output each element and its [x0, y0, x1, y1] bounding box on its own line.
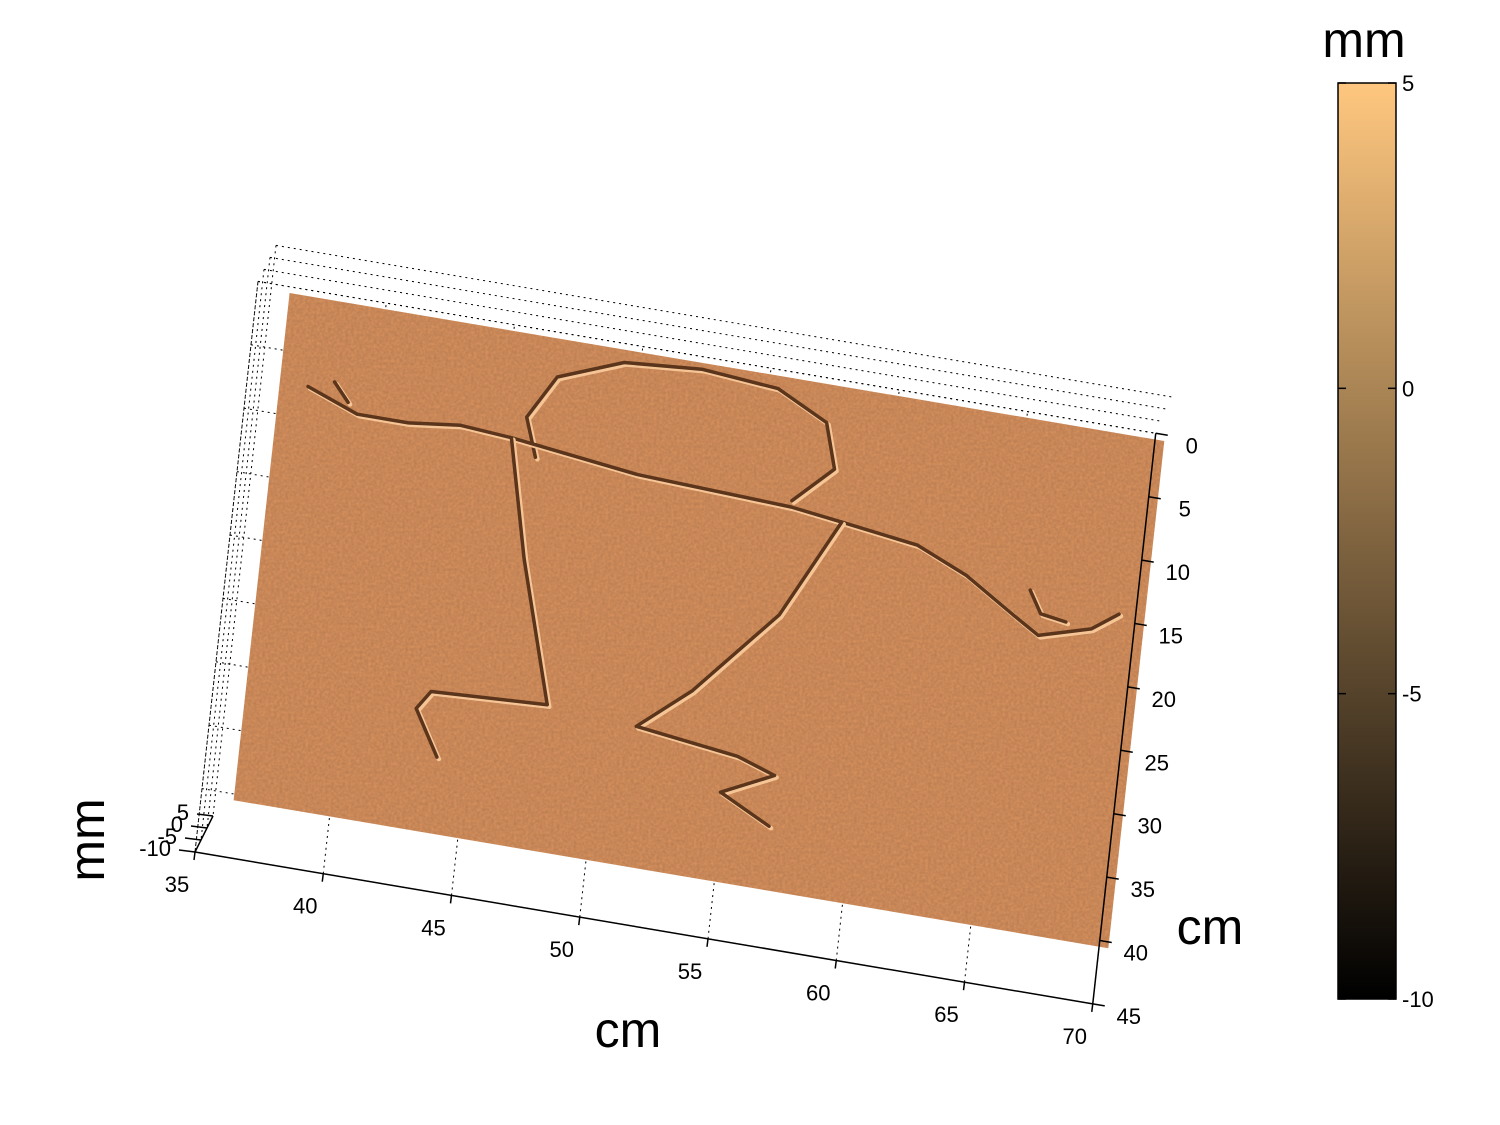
- groove: [306, 384, 1121, 638]
- z-tick: [178, 849, 196, 853]
- colorbar: 5 0 -5 -10 mm: [1322, 12, 1433, 1012]
- colorbar-label: mm: [1322, 12, 1405, 68]
- z-tick: [184, 837, 202, 841]
- groove: [332, 380, 350, 405]
- y-tick: [1127, 686, 1140, 690]
- z-tick: [190, 825, 208, 829]
- grid-line-z-back: [269, 256, 1168, 410]
- x-tick: [321, 873, 324, 882]
- y-tick-label: 25: [1145, 750, 1169, 775]
- grid-line-z-back: [257, 280, 1156, 434]
- y-tick: [1092, 1003, 1105, 1007]
- groove: [414, 689, 549, 759]
- colorbar-ticks: 5 0 -5 -10: [1338, 71, 1434, 1012]
- y-tick: [1148, 495, 1161, 500]
- y-tick: [1113, 812, 1126, 817]
- y-tick-label: 5: [1179, 497, 1191, 522]
- colorbar-tick-label: 5: [1402, 71, 1414, 96]
- engraved-figure: [306, 360, 1124, 831]
- groove: [509, 435, 549, 707]
- x-tick: [578, 917, 581, 926]
- x-tick: [962, 982, 966, 991]
- x-tick-label: 70: [1063, 1024, 1087, 1049]
- y-axis-line: [1092, 433, 1157, 1004]
- y-tick: [1099, 939, 1112, 944]
- axes: 3540455055606570051015202530354045-10-50…: [139, 432, 1198, 1049]
- z-axis-line: [194, 815, 214, 853]
- y-tick-label: 35: [1131, 877, 1155, 902]
- y-axis-label: cm: [1177, 899, 1244, 955]
- y-tick: [1141, 559, 1154, 563]
- z-tick-label: -5: [157, 824, 177, 849]
- groove: [524, 360, 837, 503]
- x-tick: [1091, 1003, 1094, 1012]
- x-axis-line: [194, 851, 1093, 1005]
- x-tick: [449, 895, 453, 904]
- colorbar-tick-label: 0: [1402, 376, 1414, 401]
- x-tick-label: 60: [806, 981, 830, 1006]
- y-tick-label: 20: [1152, 687, 1176, 712]
- surface-texture: [233, 293, 1165, 949]
- x-tick: [706, 938, 709, 947]
- z-tick-label: 0: [171, 812, 183, 837]
- colorbar-gradient: [1337, 82, 1397, 1000]
- y-tick-label: 10: [1166, 560, 1190, 585]
- z-axis-label: mm: [59, 798, 115, 881]
- y-tick-label: 30: [1138, 814, 1162, 839]
- surface-plot: [233, 293, 1165, 949]
- y-tick-label: 15: [1159, 624, 1183, 649]
- groove: [634, 520, 844, 828]
- y-tick: [1120, 749, 1133, 754]
- z-tick-label: -10: [139, 836, 171, 861]
- colorbar-tick-label: -10: [1402, 987, 1434, 1012]
- y-tick: [1134, 622, 1147, 627]
- x-tick-label: 50: [550, 937, 574, 962]
- groove: [1028, 588, 1068, 624]
- x-tick: [193, 851, 196, 861]
- grid-line-z-back: [263, 268, 1162, 422]
- z-tick: [196, 813, 214, 817]
- y-tick-label: 0: [1186, 433, 1198, 458]
- y-tick: [1155, 432, 1168, 437]
- colorbar-tick-label: -5: [1402, 682, 1422, 707]
- x-tick-label: 45: [421, 915, 445, 940]
- x-tick-label: 40: [293, 894, 317, 919]
- x-axis-label: cm: [595, 1002, 662, 1058]
- x-tick-label: 65: [934, 1002, 958, 1027]
- y-tick: [1106, 876, 1119, 880]
- z-tick-label: 5: [177, 800, 189, 825]
- x-tick-label: 35: [165, 872, 189, 897]
- x-tick-label: 55: [678, 959, 702, 984]
- x-tick: [834, 960, 837, 969]
- y-tick-label: 45: [1117, 1004, 1141, 1029]
- y-tick-label: 40: [1124, 941, 1148, 966]
- grid-line-z-back: [275, 244, 1174, 398]
